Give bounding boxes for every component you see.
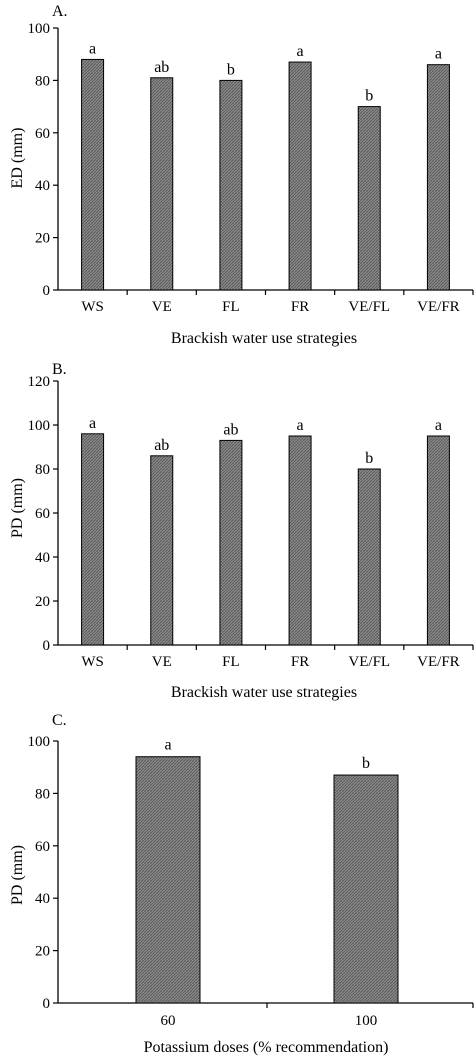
panel-c-y-tick-label: 0: [43, 996, 51, 1012]
panel-b-y-tick-label: 40: [35, 550, 50, 566]
panel-a-category-label: FL: [222, 299, 240, 315]
panel-b-bar: [150, 455, 174, 646]
panel-b-plot: 0 20 40 60 80 100 120 WS a VE ab FL ab FR a VE/FL b VE/FR…: [28, 374, 474, 670]
panel-b-category-label: VE/FL: [348, 654, 390, 670]
panel-a-bar: [288, 61, 312, 291]
panel-c-y-tick-label: 100: [28, 734, 51, 750]
panel-a-category-label: VE/FR: [417, 299, 460, 315]
panel-b-significance-label: a: [297, 417, 304, 434]
panel-b-bar: [426, 435, 450, 646]
panel-b-significance-label: ab: [223, 421, 238, 438]
panel-c-category-label: 100: [355, 1013, 378, 1029]
panel-c-y-tick-label: 80: [35, 786, 50, 802]
panel-c-significance-label: a: [164, 737, 171, 754]
panel-b-bar: [219, 439, 243, 646]
panel-b-significance-label: a: [89, 415, 96, 432]
panel-c-y-tick-label: 20: [35, 944, 50, 960]
panel-a-category-label: VE: [152, 299, 172, 315]
panel-c-bar: [135, 756, 201, 1004]
panel-a-significance-label: b: [227, 61, 235, 78]
panel-c: C. PD (mm) Potassium doses (% recommenda…: [9, 712, 474, 1056]
panel-b-y-tick-label: 20: [35, 594, 50, 610]
panel-a-ylabel: ED (mm): [9, 128, 26, 189]
panel-c-y-tick-label: 40: [35, 891, 50, 907]
panel-b-y-tick-label: 0: [43, 638, 51, 654]
panel-b-bar: [288, 435, 312, 646]
panel-c-label: C.: [52, 712, 67, 729]
panel-a-significance-label: b: [365, 88, 373, 105]
panel-a-bar: [357, 106, 381, 291]
panel-b-label: B.: [52, 361, 67, 378]
panel-a-bar: [219, 79, 243, 291]
panel-a-y-tick-label: 40: [35, 178, 50, 194]
panel-a-xlabel: Brackish water use strategies: [171, 330, 357, 347]
panel-c-y-tick-label: 60: [35, 839, 50, 855]
panel-a-category-label: VE/FL: [348, 299, 390, 315]
panel-a-bar: [81, 58, 105, 291]
panel-b-category-label: VE: [152, 654, 172, 670]
panel-b-ylabel: PD (mm): [9, 478, 26, 538]
panel-a-significance-label: a: [435, 46, 442, 63]
panel-b-xlabel: Brackish water use strategies: [171, 684, 357, 701]
panel-a-y-tick-label: 80: [35, 73, 50, 89]
panel-c-xlabel: Potassium doses (% recommendation): [144, 1039, 389, 1056]
panel-a: A. ED (mm) Brackish water use strategies…: [9, 3, 474, 347]
panel-a-y-tick-label: 60: [35, 126, 50, 142]
panel-b-y-tick-label: 60: [35, 506, 50, 522]
panel-a-y-tick-label: 20: [35, 231, 50, 247]
panel-b-y-tick-label: 120: [28, 374, 51, 390]
panel-b-significance-label: ab: [154, 437, 169, 454]
panel-b-y-tick-label: 80: [35, 462, 50, 478]
panel-b-y-tick-label: 100: [28, 418, 51, 434]
panel-a-category-label: FR: [291, 299, 309, 315]
panel-a-plot: 0 20 40 60 80 100 WS a VE ab FL b FR a VE/FL b VE/FR a: [28, 21, 474, 315]
panel-a-y-tick-label: 100: [28, 21, 51, 37]
panel-b-bar: [357, 468, 381, 646]
panel-c-category-label: 60: [161, 1013, 176, 1029]
panel-a-significance-label: ab: [154, 59, 169, 76]
panel-a-significance-label: a: [297, 43, 304, 60]
panel-c-ylabel: PD (mm): [9, 845, 26, 905]
panel-b-category-label: FL: [222, 654, 240, 670]
panel-b-category-label: FR: [291, 654, 309, 670]
panel-a-significance-label: a: [89, 40, 96, 57]
panel-c-plot: 0 20 40 60 80 100 60 a 100 b: [28, 734, 474, 1029]
panel-a-category-label: WS: [81, 299, 104, 315]
panel-a-y-tick-label: 0: [43, 283, 51, 299]
panel-b-bar: [81, 433, 105, 646]
panel-a-bar: [150, 77, 174, 291]
panel-b: B. PD (mm) Brackish water use strategies…: [9, 361, 474, 701]
panel-c-significance-label: b: [362, 755, 370, 772]
panel-b-significance-label: b: [365, 450, 373, 467]
panel-b-significance-label: a: [435, 417, 442, 434]
panel-b-category-label: VE/FR: [417, 654, 460, 670]
panel-b-category-label: WS: [81, 654, 104, 670]
panel-a-label: A.: [52, 3, 68, 20]
panel-a-bar: [426, 64, 450, 291]
panel-c-bar: [333, 774, 399, 1004]
